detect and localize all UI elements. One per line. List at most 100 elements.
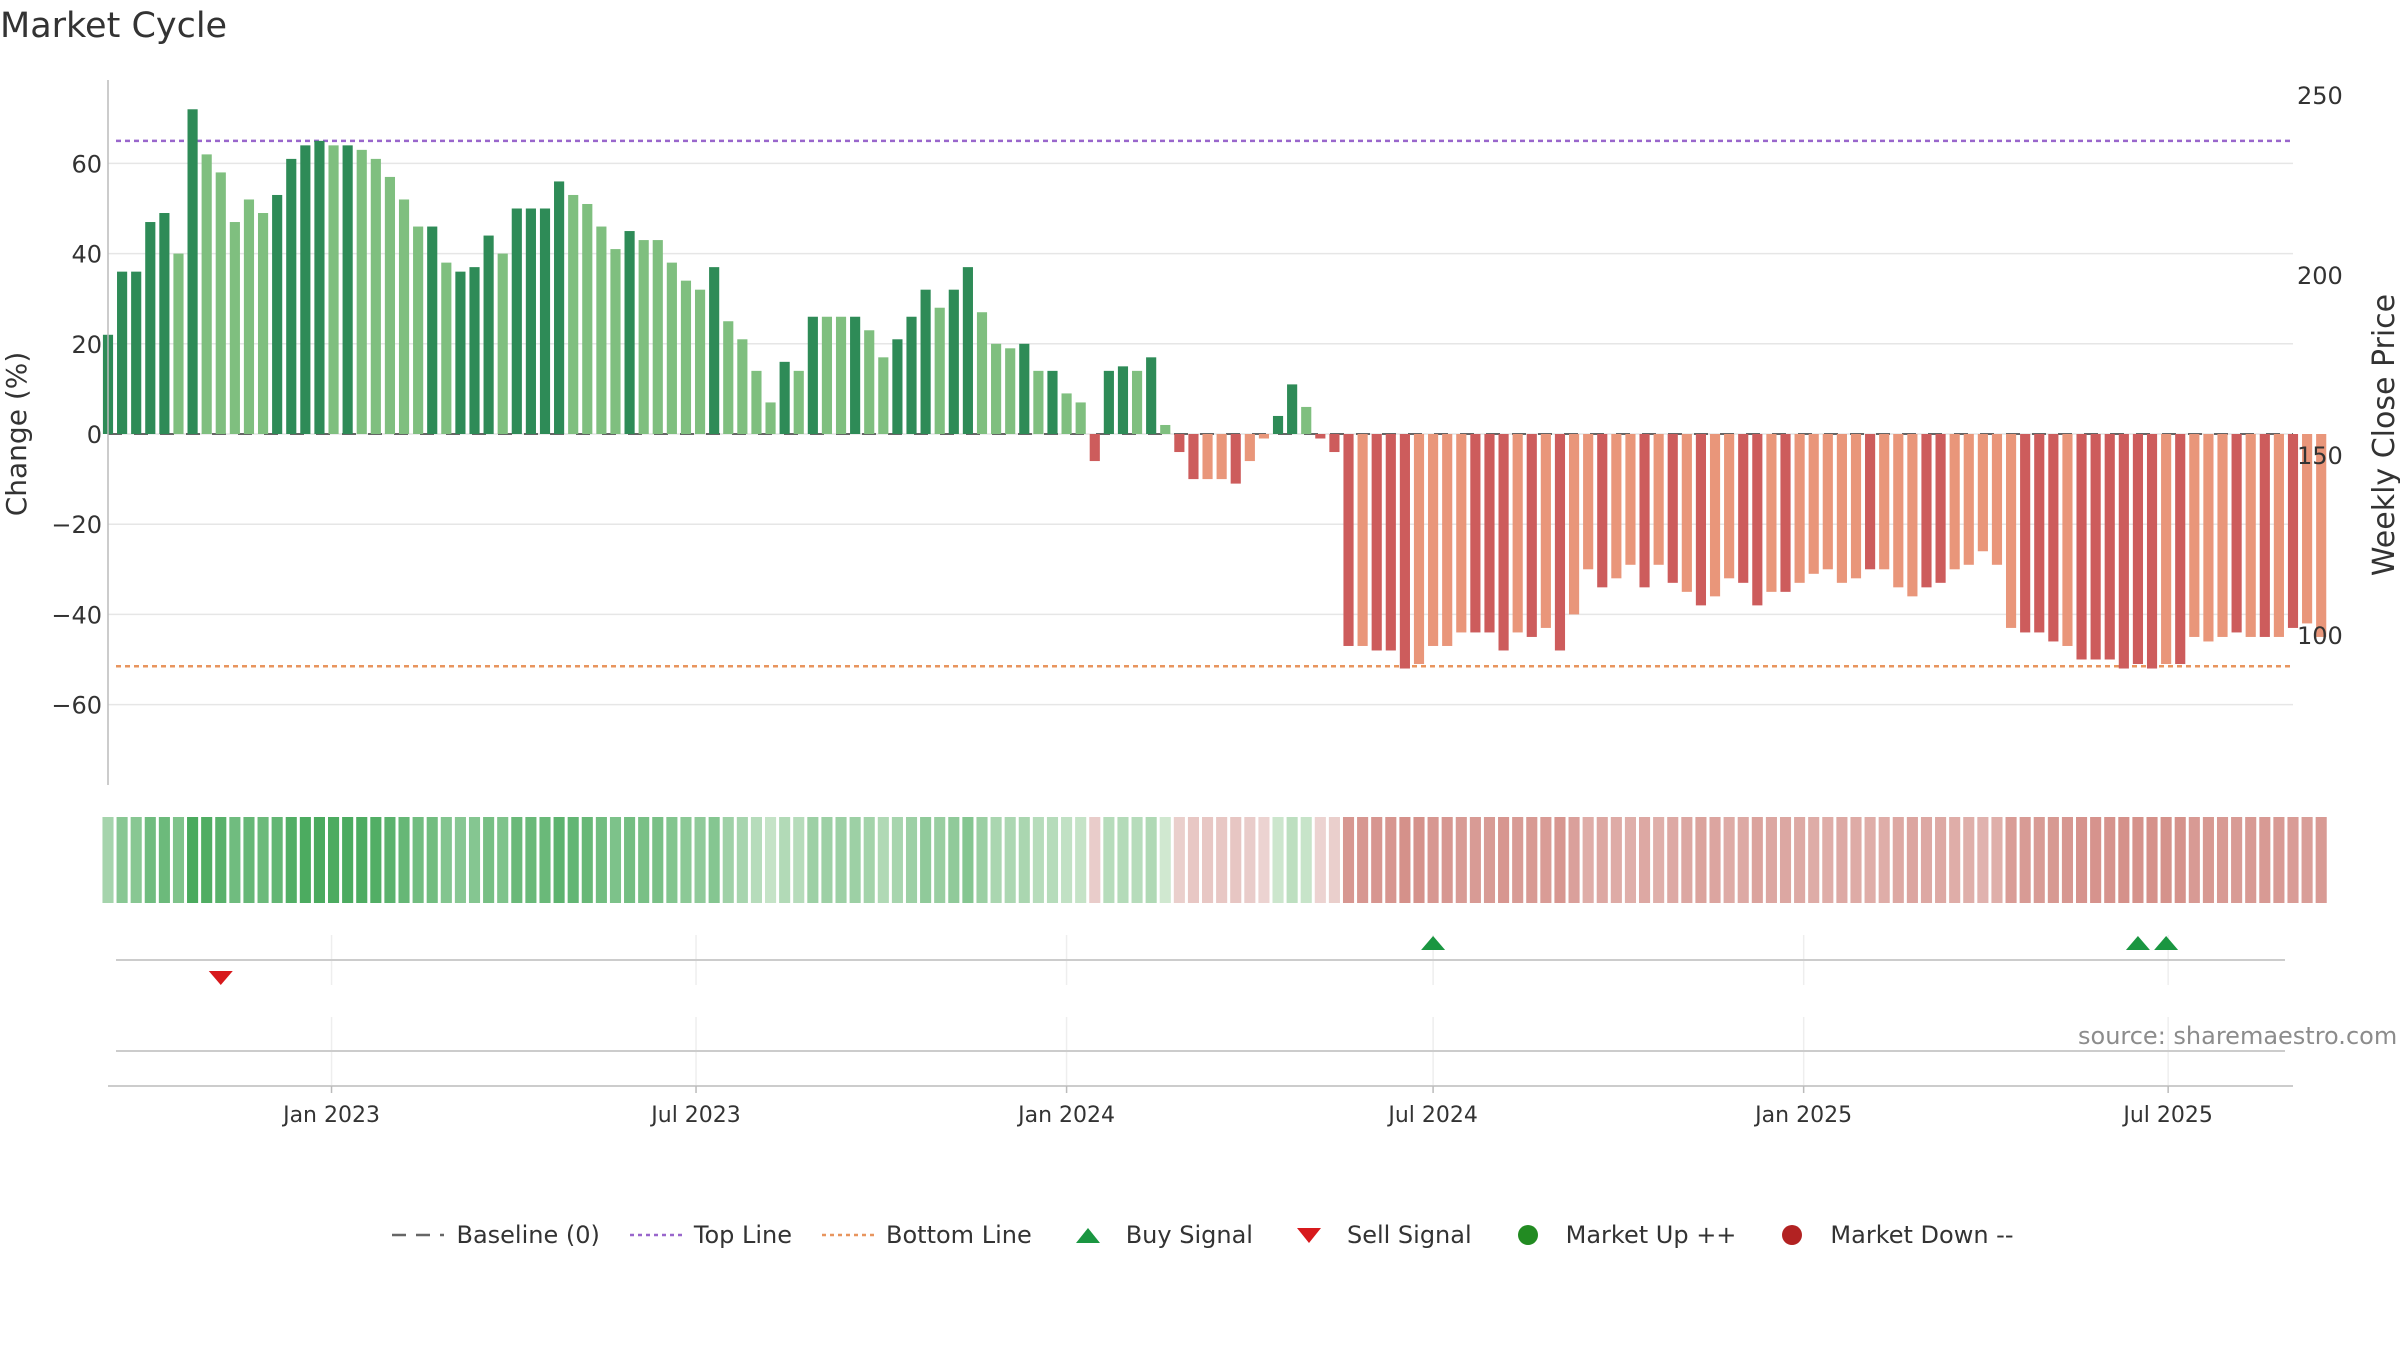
heat-cell [229, 817, 241, 903]
bar [173, 253, 184, 434]
bar [1019, 343, 1030, 434]
heat-cell [1667, 817, 1679, 903]
heat-cell [793, 817, 805, 903]
bar [2048, 434, 2059, 642]
x-tick-label: Jan 2024 [1016, 1103, 1115, 1128]
bar [2287, 434, 2299, 628]
heat-cell [553, 817, 565, 903]
bar [1174, 434, 1185, 453]
legend-label: Market Down -- [1830, 1221, 2014, 1249]
heat-cell [1103, 817, 1115, 903]
heat-cell [765, 817, 777, 903]
y-tick-label: −40 [51, 601, 102, 629]
bar [1667, 434, 1678, 583]
heat-cell [1751, 817, 1763, 903]
bar [1681, 434, 1692, 592]
heat-cell [454, 817, 466, 903]
heat-cell [2216, 817, 2229, 903]
x-tick-label: Jul 2023 [649, 1103, 741, 1128]
heat-cell [285, 817, 297, 903]
bar [835, 316, 847, 434]
heat-cell [483, 817, 495, 903]
bar [1597, 434, 1608, 588]
heat-cell [1568, 817, 1580, 903]
heat-cell [144, 817, 156, 903]
bar [582, 203, 593, 434]
bar [1484, 434, 1495, 633]
bar [807, 316, 818, 434]
y2-tick-label: 200 [2297, 262, 2343, 290]
heat-cell [948, 817, 960, 903]
heat-cell [821, 817, 833, 903]
bar [525, 208, 536, 434]
bar [694, 289, 706, 434]
heat-cell [1864, 817, 1876, 903]
bar [991, 343, 1002, 434]
bar [1244, 434, 1255, 462]
heat-cell [525, 817, 537, 903]
heat-cell [2005, 817, 2017, 903]
bar [511, 208, 522, 434]
heat-cell [271, 817, 283, 903]
bar [920, 289, 931, 434]
heat-cell [2033, 817, 2045, 903]
bar [1766, 434, 1777, 592]
bar [117, 271, 128, 434]
bar [793, 370, 804, 434]
bar [384, 176, 396, 434]
bar [1033, 370, 1044, 434]
bar [1357, 434, 1368, 646]
bar [624, 231, 635, 434]
heat-cell [976, 817, 988, 903]
legend-item-buy: Buy Signal [1056, 1220, 1253, 1250]
heat-cell [1399, 817, 1411, 903]
heat-cell [102, 817, 114, 903]
legend-item-down: Market Down -- [1760, 1220, 2014, 1250]
chart-legend: Baseline (0) Top Line Bottom Line Buy Signa… [0, 1215, 2400, 1255]
heat-cell [1427, 817, 1439, 903]
bar [1738, 434, 1749, 583]
bar [652, 240, 663, 434]
heat-cell [1173, 817, 1185, 903]
heat-cell [1794, 817, 1806, 903]
bar [1287, 384, 1298, 434]
bar [1103, 370, 1114, 434]
heat-cell [680, 817, 692, 903]
heat-cell [891, 817, 903, 903]
heat-cell [412, 817, 424, 903]
bar [272, 194, 283, 434]
heat-cell [807, 817, 819, 903]
heat-cell [116, 817, 128, 903]
heat-cell [1582, 817, 1594, 903]
legend-item-sell: Sell Signal [1277, 1220, 1472, 1250]
bar [1695, 434, 1707, 606]
bar [243, 199, 255, 434]
heat-cell [1624, 817, 1636, 903]
bar [469, 267, 480, 434]
bar-series [102, 109, 2327, 669]
heat-cell [1272, 817, 1284, 903]
heat-cell [1314, 817, 1326, 903]
heat-cell [722, 817, 734, 903]
bar [455, 271, 466, 434]
bar [1399, 434, 1410, 669]
heat-cell [2287, 817, 2299, 903]
heat-cell [215, 817, 227, 903]
bar [596, 226, 607, 434]
bar [328, 145, 339, 435]
y-tick-label: 20 [71, 331, 102, 359]
bar [666, 262, 677, 434]
bar [765, 402, 776, 434]
heat-cell [1117, 817, 1129, 903]
bar [709, 267, 720, 434]
bar [2217, 434, 2228, 637]
legend-symbol-baseline [392, 1233, 445, 1237]
heat-cell [2061, 817, 2073, 903]
heat-cell [708, 817, 720, 903]
heat-cell [2273, 817, 2285, 903]
heat-cell [468, 817, 481, 903]
bar [906, 316, 917, 434]
bar [2146, 434, 2158, 669]
bar [1047, 370, 1058, 434]
heat-cell [1596, 817, 1608, 903]
